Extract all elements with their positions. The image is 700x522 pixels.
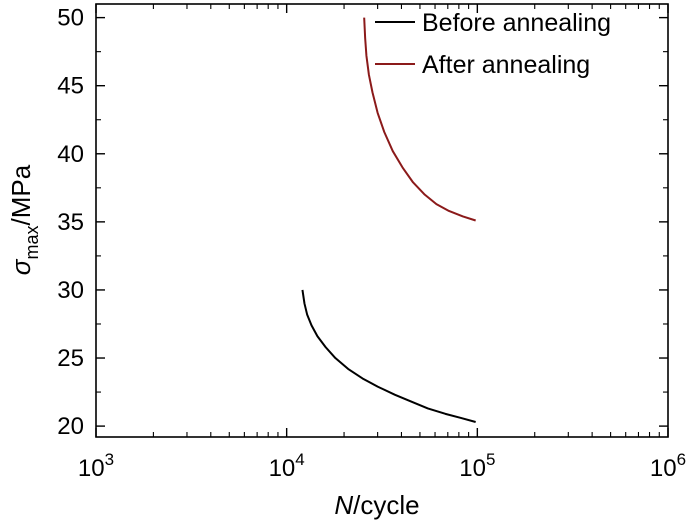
series-line-after-annealing bbox=[363, 17, 476, 222]
y-tick-label: 30 bbox=[57, 277, 84, 304]
y-tick-label: 40 bbox=[57, 141, 84, 168]
y-axis-ticks: 20 25 30 35 40 45 50 bbox=[57, 5, 668, 440]
legend-label: Before annealing bbox=[422, 9, 611, 37]
axis-titles: N/cycle σmax/MPa bbox=[6, 164, 420, 520]
x-tick-label: 106 bbox=[650, 450, 686, 482]
plot-frame bbox=[95, 3, 669, 438]
series-line-before-annealing bbox=[301, 289, 476, 423]
series-layer bbox=[301, 17, 476, 423]
y-tick-label: 35 bbox=[57, 209, 84, 236]
y-axis-title: σmax/MPa bbox=[6, 164, 42, 275]
x-tick-label: 105 bbox=[459, 450, 495, 482]
x-axis-ticks: 103 104 105 106 bbox=[78, 4, 686, 482]
legend-label: After annealing bbox=[422, 51, 590, 79]
y-tick-label: 25 bbox=[57, 345, 84, 372]
y-tick-label: 45 bbox=[57, 73, 84, 100]
x-tick-label: 103 bbox=[78, 450, 114, 482]
x-axis-title: N/cycle bbox=[334, 490, 419, 520]
x-tick-label: 104 bbox=[269, 450, 305, 482]
plot-border bbox=[95, 3, 669, 438]
legend: Before annealing After annealing bbox=[375, 9, 611, 79]
y-tick-label: 50 bbox=[57, 5, 84, 32]
y-tick-label: 20 bbox=[57, 413, 84, 440]
